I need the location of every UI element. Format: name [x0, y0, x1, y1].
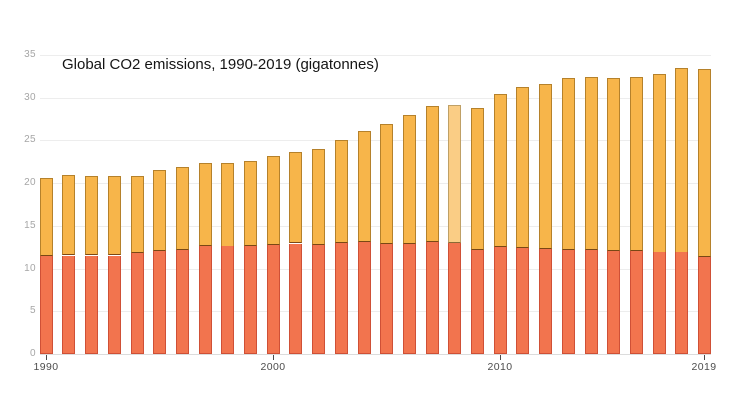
gridline-y-15 [40, 226, 711, 227]
bar-2016-red[interactable] [630, 251, 643, 354]
bar-2010-red[interactable] [494, 247, 507, 354]
bar-2015-red[interactable] [607, 251, 620, 354]
x-axis-label-2010: 2010 [487, 361, 513, 373]
x-tick-2000 [273, 355, 274, 360]
bar-2019-orange[interactable] [698, 69, 711, 257]
bar-2019-red[interactable] [698, 257, 711, 354]
bar-2018-orange[interactable] [675, 68, 688, 253]
bar-1990-orange[interactable] [40, 178, 53, 256]
bar-2012-red[interactable] [539, 249, 552, 354]
bar-1998-orange[interactable] [221, 163, 234, 247]
gridline-y-35 [40, 55, 711, 56]
gridline-y-10 [40, 269, 711, 270]
bar-2015-orange[interactable] [607, 78, 620, 251]
bar-1993-orange[interactable] [108, 176, 121, 255]
bar-2018-red[interactable] [675, 252, 688, 354]
y-axis-label-35: 35 [24, 49, 36, 60]
bar-1997-red[interactable] [199, 246, 212, 354]
bar-1996-red[interactable] [176, 250, 189, 354]
bar-2003-orange[interactable] [335, 140, 348, 243]
gridline-y-25 [40, 140, 711, 141]
x-tick-1990 [46, 355, 47, 360]
bar-2011-red[interactable] [516, 248, 529, 354]
bar-2014-red[interactable] [585, 250, 598, 354]
y-axis-label-30: 30 [24, 92, 36, 103]
bar-2006-red[interactable] [403, 244, 416, 354]
bar-2017-orange[interactable] [653, 74, 666, 253]
bar-2002-orange[interactable] [312, 149, 325, 245]
bar-1995-orange[interactable] [153, 170, 166, 251]
y-axis-label-25: 25 [24, 134, 36, 145]
bar-2004-orange[interactable] [358, 131, 371, 242]
bar-1995-red[interactable] [153, 251, 166, 354]
bar-1997-orange[interactable] [199, 163, 212, 246]
bar-2010-orange[interactable] [494, 94, 507, 247]
x-axis-line [40, 354, 711, 355]
x-tick-2019 [704, 355, 705, 360]
bar-2008-red[interactable] [448, 243, 461, 354]
bar-2012-orange[interactable] [539, 84, 552, 249]
gridline-y-5 [40, 311, 711, 312]
bar-2001-red[interactable] [289, 244, 302, 354]
bar-2016-orange[interactable] [630, 77, 643, 251]
bar-2009-red[interactable] [471, 250, 484, 354]
bar-2004-red[interactable] [358, 242, 371, 354]
bar-2005-orange[interactable] [380, 124, 393, 244]
bar-1999-red[interactable] [244, 246, 257, 354]
x-axis-label-2000: 2000 [260, 361, 286, 373]
bar-2008-orange[interactable] [448, 105, 461, 243]
gridline-y-30 [40, 98, 711, 99]
bar-2005-red[interactable] [380, 244, 393, 354]
bar-2000-red[interactable] [267, 245, 280, 354]
bar-2013-red[interactable] [562, 250, 575, 354]
bar-2000-orange[interactable] [267, 156, 280, 245]
bar-1994-red[interactable] [131, 253, 144, 354]
y-axis-label-10: 10 [24, 263, 36, 274]
bar-2006-orange[interactable] [403, 115, 416, 244]
bar-2009-orange[interactable] [471, 108, 484, 250]
bar-2011-orange[interactable] [516, 87, 529, 248]
bar-1998-red[interactable] [221, 246, 234, 354]
bar-2013-orange[interactable] [562, 78, 575, 250]
y-axis-label-15: 15 [24, 220, 36, 231]
bar-2007-red[interactable] [426, 242, 439, 354]
x-axis-label-2019: 2019 [691, 361, 717, 373]
bar-2007-orange[interactable] [426, 106, 439, 242]
x-axis-label-1990: 1990 [33, 361, 59, 373]
bar-1993-red[interactable] [108, 256, 121, 354]
bar-1996-orange[interactable] [176, 167, 189, 250]
bar-2017-red[interactable] [653, 252, 666, 354]
x-tick-2010 [500, 355, 501, 360]
bar-2002-red[interactable] [312, 245, 325, 354]
y-axis-label-5: 5 [30, 305, 36, 316]
bar-1992-red[interactable] [85, 256, 98, 354]
gridline-y-20 [40, 183, 711, 184]
bar-1992-orange[interactable] [85, 176, 98, 255]
y-axis-label-20: 20 [24, 177, 36, 188]
bar-1994-orange[interactable] [131, 176, 144, 253]
chart-title: Global CO2 emissions, 1990-2019 (gigaton… [62, 56, 379, 73]
bar-1990-red[interactable] [40, 256, 53, 354]
bar-1991-red[interactable] [62, 256, 75, 354]
y-axis-label-0: 0 [30, 348, 36, 359]
bar-2014-orange[interactable] [585, 77, 598, 250]
bar-1999-orange[interactable] [244, 161, 257, 246]
bar-2001-orange[interactable] [289, 152, 302, 243]
bar-1991-orange[interactable] [62, 175, 75, 255]
bar-2003-red[interactable] [335, 243, 348, 354]
